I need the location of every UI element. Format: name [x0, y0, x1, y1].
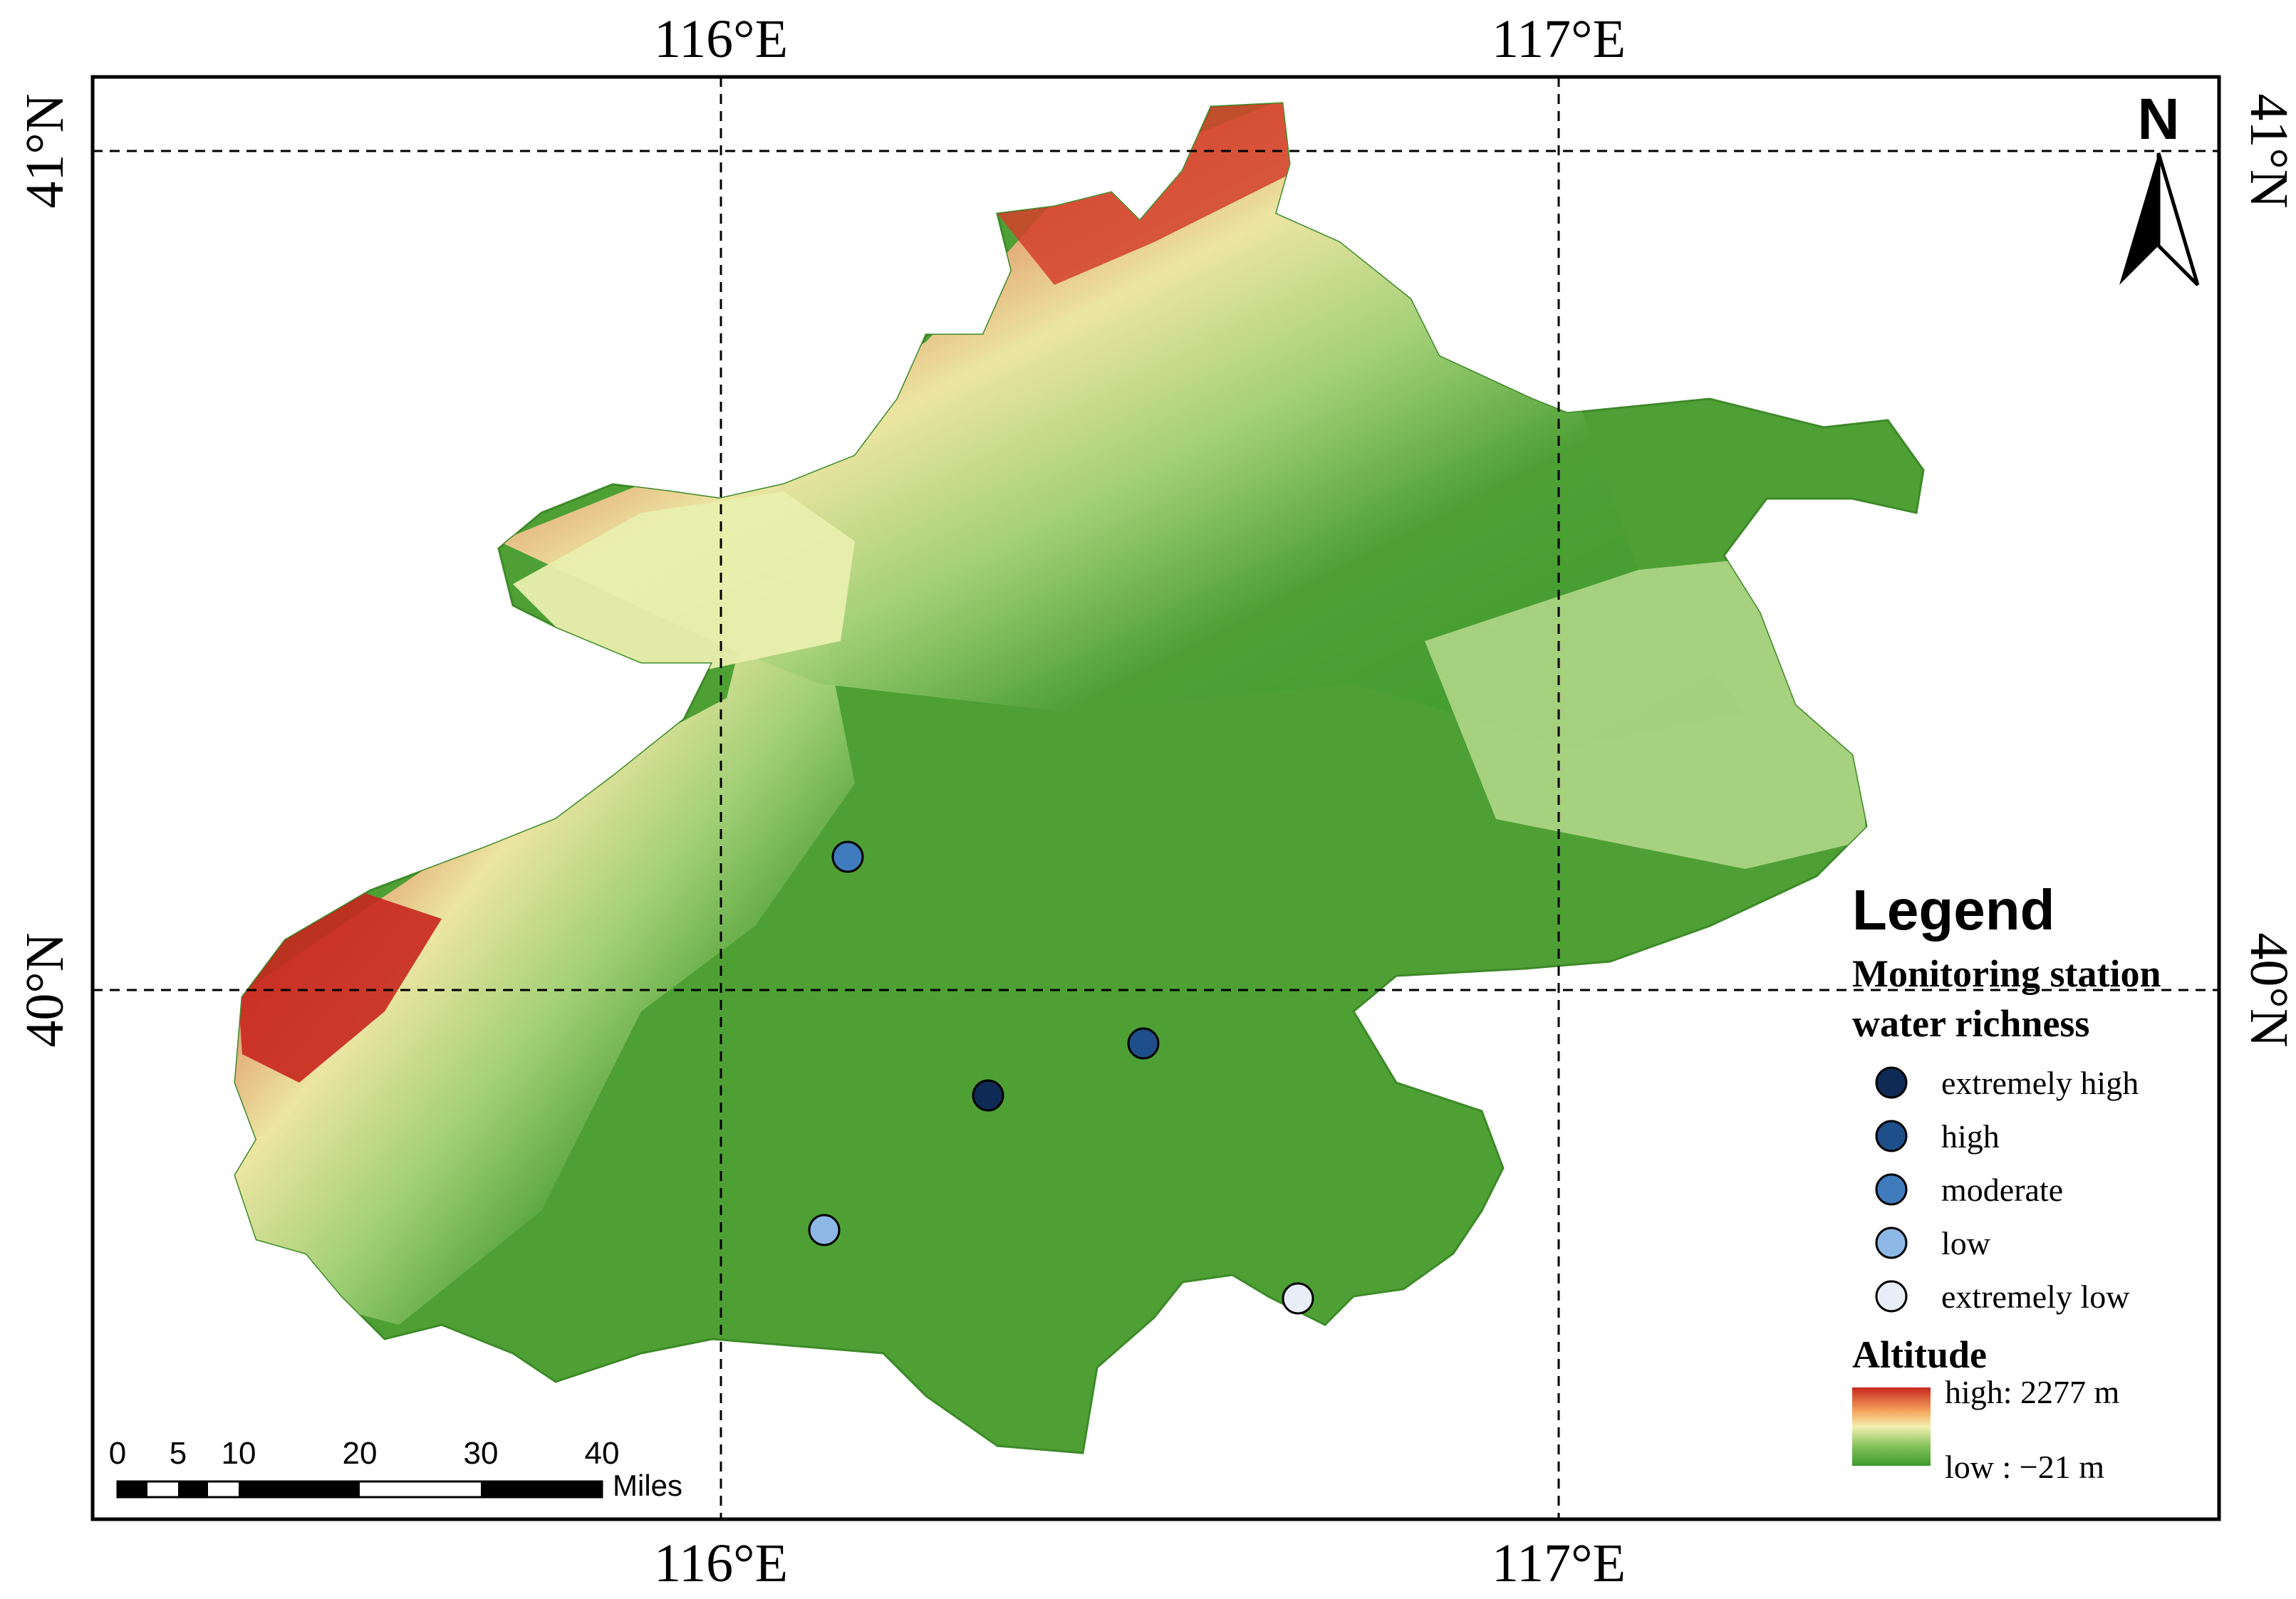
label-left-40N: 40°N — [15, 932, 75, 1047]
station-marker-extremely-low — [1282, 1282, 1314, 1315]
legend-altitude-title: Altitude — [1852, 1333, 1987, 1376]
station-marker-extremely-high — [972, 1079, 1004, 1112]
legend-title: Legend — [1852, 878, 2055, 942]
legend: Legend Monitoring station water richness… — [1852, 878, 2161, 1485]
legend-swatch-moderate — [1875, 1173, 1908, 1206]
label-right-40N: 40°N — [2239, 932, 2296, 1047]
legend-label-extremely-low: extremely low — [1941, 1278, 2130, 1315]
station-marker-low — [808, 1214, 841, 1246]
region-hills-northeast — [1425, 556, 1866, 869]
region-terrain — [234, 102, 1925, 1454]
scale-unit: Miles — [613, 1469, 682, 1502]
legend-swatch-extremely-high — [1875, 1066, 1908, 1099]
altitude-color-ramp — [1852, 1387, 1931, 1466]
legend-label-high: high — [1941, 1118, 2000, 1155]
legend-station-title-1: Monitoring station — [1852, 952, 2161, 995]
label-bottom-116E: 116°E — [654, 1533, 788, 1593]
legend-swatch-low — [1875, 1226, 1908, 1259]
region-basin-yanqing — [513, 491, 855, 684]
label-bottom-117E: 117°E — [1492, 1533, 1626, 1593]
label-top-116E: 116°E — [654, 9, 788, 69]
label-right-41N: 41°N — [2239, 93, 2296, 208]
station-markers — [808, 840, 1314, 1315]
label-left-41N: 41°N — [15, 93, 75, 208]
scale-bar: 0 5 10 20 30 40 Miles — [109, 1436, 682, 1502]
scale-tick-5: 5 — [170, 1436, 187, 1471]
legend-station-title-2: water richness — [1852, 1002, 2089, 1045]
legend-altitude-low: low : −21 m — [1945, 1449, 2104, 1485]
scale-tick-10: 10 — [222, 1436, 256, 1471]
legend-label-low: low — [1941, 1225, 1991, 1261]
legend-altitude-high: high: 2277 m — [1945, 1374, 2120, 1410]
north-arrow-icon: N — [2119, 87, 2200, 286]
scale-tick-20: 20 — [343, 1436, 378, 1471]
legend-swatch-high — [1875, 1120, 1908, 1152]
label-top-117E: 117°E — [1492, 9, 1626, 69]
legend-label-extremely-high: extremely high — [1941, 1065, 2139, 1101]
graticule: 116°E 117°E 116°E 117°E 41°N 40°N 41°N 4… — [15, 9, 2296, 1593]
station-marker-high — [1127, 1027, 1160, 1060]
scale-tick-30: 30 — [464, 1436, 499, 1471]
map-frame — [90, 75, 2221, 1521]
legend-swatch-extremely-low — [1875, 1280, 1908, 1313]
scale-tick-0: 0 — [109, 1436, 126, 1471]
scale-tick-40: 40 — [585, 1436, 620, 1471]
station-marker-moderate — [831, 840, 864, 873]
legend-station-list: extremely high high moderate low extremely l… — [1875, 1065, 2139, 1315]
legend-label-moderate: moderate — [1941, 1172, 2063, 1208]
north-arrow-label: N — [2137, 87, 2179, 152]
region-mountains-west — [235, 570, 855, 1325]
